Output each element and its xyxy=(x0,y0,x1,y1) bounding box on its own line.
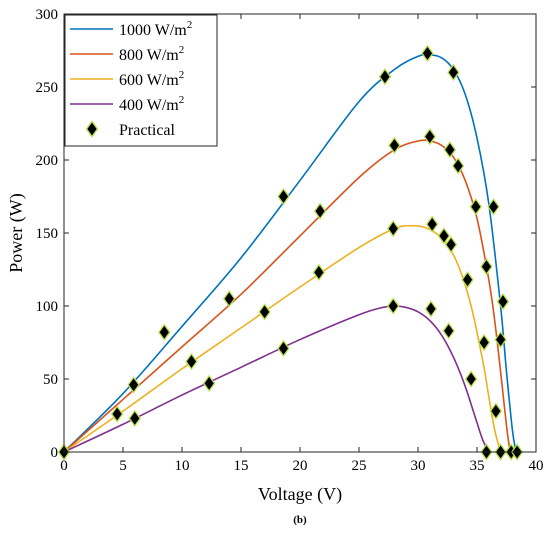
y-tick-label: 250 xyxy=(36,80,59,96)
y-tick-label: 150 xyxy=(36,226,59,242)
practical-point xyxy=(437,227,451,245)
practical-point xyxy=(425,215,439,233)
legend-superscript: 2 xyxy=(187,19,193,31)
legend-superscript: 2 xyxy=(179,69,185,81)
y-tick-label: 100 xyxy=(36,299,59,315)
series-line-2 xyxy=(63,224,502,453)
y-axis-title: Power (W) xyxy=(6,193,27,272)
practical-point xyxy=(128,409,142,428)
practical-point xyxy=(421,44,434,63)
legend-superscript: 2 xyxy=(179,94,185,106)
practical-point xyxy=(451,157,465,175)
x-tick-label: 30 xyxy=(411,458,426,474)
x-ticks-layer: 0 5 10 15 20 25 30 35 40 xyxy=(60,14,544,474)
practical-point xyxy=(222,290,236,308)
practical-point xyxy=(464,370,478,388)
practical-point xyxy=(388,136,401,155)
x-tick-label: 20 xyxy=(293,458,308,474)
legend-label-0: 1000 W/m2 xyxy=(119,19,192,39)
legend-label-3: 400 W/m2 xyxy=(119,94,184,114)
practical-point xyxy=(496,293,510,311)
legend-superscript: 2 xyxy=(179,44,185,56)
practical-point xyxy=(480,257,493,276)
practical-point xyxy=(312,263,326,282)
practical-point xyxy=(447,63,460,82)
x-tick-label: 0 xyxy=(60,458,68,474)
practical-point xyxy=(378,68,392,86)
practical-point xyxy=(424,300,438,318)
practical-point xyxy=(442,322,455,340)
practical-markers-layer xyxy=(57,44,524,461)
y-tick-label: 0 xyxy=(51,445,59,461)
legend-swatch-practical xyxy=(85,120,99,138)
legend-label-practical: Practical xyxy=(119,122,176,139)
y-tick-label: 300 xyxy=(36,7,59,23)
x-tick-label: 5 xyxy=(119,458,127,474)
practical-point xyxy=(423,128,437,146)
practical-point xyxy=(443,141,457,159)
practical-point xyxy=(489,402,503,420)
figure-caption: (b) xyxy=(293,514,307,526)
practical-point xyxy=(313,202,327,220)
practical-point xyxy=(487,198,500,216)
legend: 1000 W/m2 800 W/m2 600 W/m2 400 W/m2 Practic… xyxy=(64,14,218,147)
y-ticks-layer: 0 50 100 150 200 250 300 xyxy=(36,7,536,461)
practical-point xyxy=(387,220,400,238)
y-tick-label: 50 xyxy=(43,372,58,388)
x-tick-label: 25 xyxy=(352,458,367,474)
practical-point xyxy=(258,303,271,321)
practical-point xyxy=(469,198,483,216)
x-tick-label: 10 xyxy=(175,458,190,474)
practical-point xyxy=(477,333,491,352)
legend-label-1: 800 W/m2 xyxy=(119,44,184,64)
x-tick-label: 35 xyxy=(470,458,485,474)
practical-point xyxy=(127,376,140,394)
practical-point xyxy=(202,374,216,392)
practical-point xyxy=(158,323,171,341)
x-tick-label: 15 xyxy=(234,458,249,474)
practical-point xyxy=(444,236,458,254)
practical-point xyxy=(494,330,507,349)
practical-point xyxy=(277,339,290,357)
practical-point xyxy=(185,352,198,371)
y-tick-label: 200 xyxy=(36,153,59,169)
practical-point xyxy=(387,297,400,315)
legend-label-2: 600 W/m2 xyxy=(119,69,184,89)
x-tick-label: 40 xyxy=(529,458,544,474)
practical-point xyxy=(110,405,124,423)
practical-point xyxy=(277,187,290,206)
practical-point xyxy=(461,271,474,289)
x-axis-title: Voltage (V) xyxy=(258,484,342,505)
